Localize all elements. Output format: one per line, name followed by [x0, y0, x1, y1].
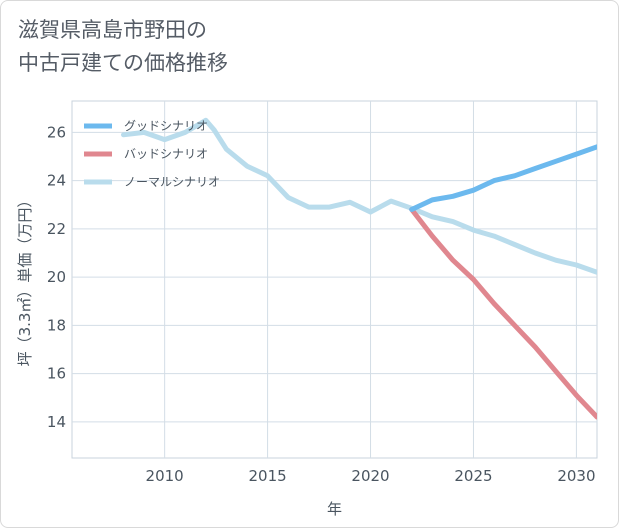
x-tick-label: 2010 [146, 467, 184, 485]
y-tick-labels: 14 16 18 20 22 24 26 [47, 123, 66, 430]
y-axis-title: 坪（3.3㎡）単価（万円） [16, 193, 34, 367]
legend-label-2: バッドシナリオ [124, 147, 208, 161]
y-tick-label: 22 [47, 220, 66, 238]
series-line-3 [121, 117, 597, 275]
grid-lines [72, 101, 597, 458]
legend-label-3: ノーマルシナリオ [124, 175, 220, 189]
x-tick-label: 2030 [557, 467, 595, 485]
legend-label-1: グッドシナリオ [124, 119, 208, 133]
y-tick-label: 14 [47, 413, 66, 431]
x-tick-labels: 2010 2015 2020 2025 2030 [146, 467, 596, 485]
x-tick-label: 2025 [454, 467, 492, 485]
series-lines [121, 117, 597, 420]
x-tick-label: 2020 [351, 467, 389, 485]
series-line-2 [409, 207, 597, 420]
y-tick-label: 16 [47, 365, 66, 383]
chart-title: 滋賀県高島市野田の 中古戸建ての価格推移 [18, 14, 228, 80]
x-axis-title: 年 [327, 500, 342, 518]
x-tick-label: 2015 [248, 467, 286, 485]
series-line-1 [409, 144, 597, 212]
y-tick-label: 24 [47, 172, 66, 190]
title-line-2: 中古戸建ての価格推移 [18, 51, 228, 75]
y-tick-label: 18 [47, 316, 66, 334]
y-tick-label: 26 [47, 123, 66, 141]
y-tick-label: 20 [47, 268, 66, 286]
title-line-1: 滋賀県高島市野田の [18, 18, 207, 42]
plot-area [71, 100, 598, 459]
